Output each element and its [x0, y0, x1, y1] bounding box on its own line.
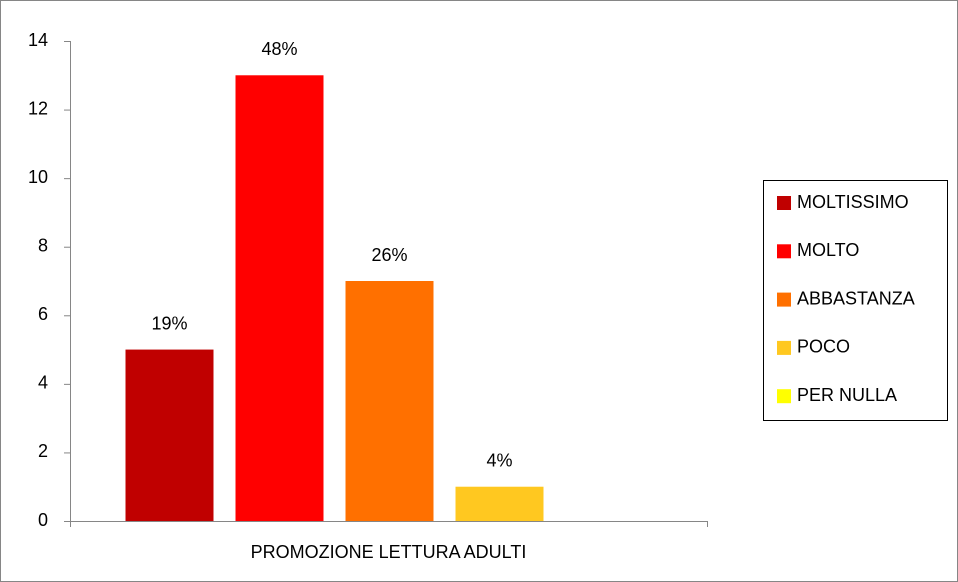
legend-swatch: [777, 340, 791, 355]
y-tick-label: 14: [28, 30, 48, 50]
legend-swatch: [777, 292, 791, 307]
y-tick-label: 12: [28, 98, 48, 118]
legend-swatch: [777, 244, 791, 259]
legend-label: PER NULLA: [797, 385, 897, 405]
bar: [125, 349, 214, 521]
bar: [455, 486, 544, 521]
data-label: 19%: [151, 313, 187, 333]
y-tick-label: 2: [38, 441, 48, 461]
legend-label: ABBASTANZA: [797, 288, 915, 308]
legend-label: MOLTO: [797, 240, 859, 260]
x-tick-label: PROMOZIONE LETTURA ADULTI: [251, 542, 527, 562]
bar: [235, 75, 324, 522]
y-tick-label: 0: [38, 510, 48, 530]
data-label: 4%: [486, 450, 512, 470]
data-label: 48%: [261, 39, 297, 59]
y-tick-label: 4: [38, 373, 48, 393]
legend-box: [763, 180, 948, 421]
bar: [345, 281, 434, 521]
y-tick-label: 8: [38, 235, 48, 255]
legend-label: POCO: [797, 337, 850, 357]
y-tick-label: 10: [28, 167, 48, 187]
data-label: 26%: [371, 245, 407, 265]
y-tick-label: 6: [38, 304, 48, 324]
legend-label: MOLTISSIMO: [797, 192, 909, 212]
legend-swatch: [777, 196, 791, 210]
legend-swatch: [777, 389, 791, 404]
